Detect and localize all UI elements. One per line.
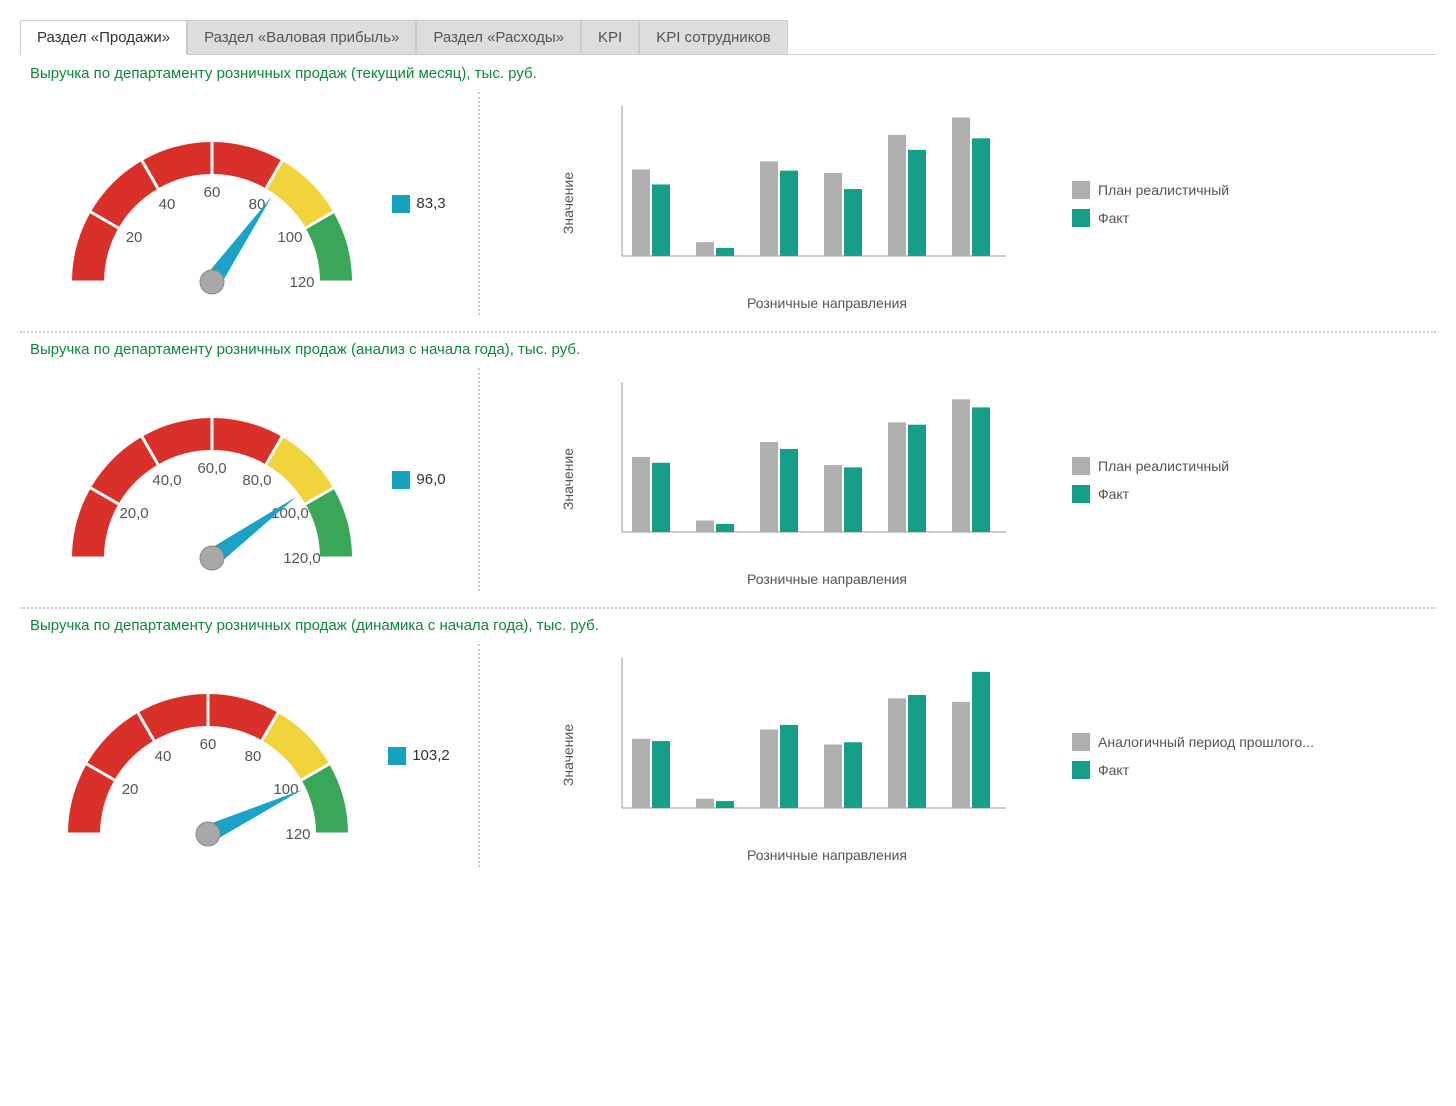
svg-text:100: 100: [278, 229, 303, 246]
gauge-0: 20406080100120: [52, 102, 372, 305]
chart-legend-1: План реалистичный Факт: [1072, 457, 1229, 503]
gauge-panel-0: 2040608010012083,3: [20, 92, 480, 315]
bar-chart-0: [612, 96, 1042, 289]
gauge-panel-1: 20,040,060,080,0100,0120,096,0: [20, 368, 480, 591]
svg-text:100: 100: [274, 781, 299, 798]
section-title-1: Выручка по департаменту розничных продаж…: [30, 341, 1436, 358]
svg-text:20: 20: [122, 781, 139, 798]
gauge-swatch-0: [392, 195, 410, 213]
chart-xlabel-0: Розничные направления: [612, 295, 1042, 311]
gauge-panel-2: 20 40 60 80 100 120 103,2: [20, 644, 480, 867]
svg-text:80: 80: [245, 748, 262, 765]
chart-ylabel-0: Значение: [560, 172, 576, 234]
chart-ylabel-1: Значение: [560, 448, 576, 510]
tab-bar: Раздел «Продажи»Раздел «Валовая прибыль»…: [20, 20, 1436, 55]
legend-swatch-2-1: [1072, 761, 1090, 779]
legend-swatch-1-1: [1072, 485, 1090, 503]
bar-chart-1: [612, 372, 1042, 565]
gauge-value-1: 96,0: [392, 471, 445, 489]
legend-swatch-2-0: [1072, 733, 1090, 751]
svg-text:20: 20: [126, 229, 143, 246]
section-row-2: 20 40 60 80 100 120 103,2 Значение Розничные нап…: [20, 644, 1436, 883]
gauge-value-label-2: 103,2: [412, 747, 450, 764]
section-title-0: Выручка по департаменту розничных продаж…: [30, 65, 1436, 82]
legend-swatch-1-0: [1072, 457, 1090, 475]
svg-text:40,0: 40,0: [153, 472, 182, 489]
legend-label-2-0: Аналогичный период прошлого...: [1098, 734, 1314, 750]
gauge-1: 20,040,060,080,0100,0120,0: [52, 378, 372, 581]
svg-text:120,0: 120,0: [284, 550, 322, 567]
gauge-value-2: 103,2: [388, 747, 450, 765]
svg-text:60: 60: [200, 736, 217, 753]
legend-label-0-0: План реалистичный: [1098, 182, 1229, 198]
section-row-0: 2040608010012083,3ЗначениеРозничные напр…: [20, 92, 1436, 333]
gauge-swatch-2: [388, 747, 406, 765]
svg-text:40: 40: [159, 196, 176, 213]
legend-swatch-0-0: [1072, 181, 1090, 199]
svg-text:60: 60: [204, 184, 221, 201]
gauge-2: 20 40 60 80 100 120: [48, 654, 368, 857]
section-title-2: Выручка по департаменту розничных продаж…: [30, 617, 1436, 634]
chart-legend-0: План реалистичный Факт: [1072, 181, 1229, 227]
bar-chart-2: [612, 648, 1042, 841]
legend-item-0-1: Факт: [1072, 209, 1229, 227]
legend-swatch-0-1: [1072, 209, 1090, 227]
chart-ylabel-2: Значение: [560, 724, 576, 786]
chart-panel-1: Значение Розничные направления План реалис…: [480, 368, 1436, 591]
gauge-value-label-1: 96,0: [416, 471, 445, 488]
chart-panel-2: Значение Розничные направления Аналогичный…: [480, 644, 1436, 867]
svg-text:40: 40: [155, 748, 172, 765]
legend-label-1-0: План реалистичный: [1098, 458, 1229, 474]
svg-text:80,0: 80,0: [243, 472, 272, 489]
chart-xlabel-2: Розничные направления: [612, 847, 1042, 863]
tab-3[interactable]: KPI: [581, 20, 639, 54]
chart-panel-0: Значение Розничные направления План реалис…: [480, 92, 1436, 315]
legend-label-2-1: Факт: [1098, 762, 1129, 778]
chart-legend-2: Аналогичный период прошлого... Факт: [1072, 733, 1314, 779]
legend-label-0-1: Факт: [1098, 210, 1129, 226]
legend-item-1-0: План реалистичный: [1072, 457, 1229, 475]
svg-text:60,0: 60,0: [198, 460, 227, 477]
svg-text:20,0: 20,0: [120, 505, 149, 522]
section-row-1: 20,040,060,080,0100,0120,096,0ЗначениеРо…: [20, 368, 1436, 609]
chart-xlabel-1: Розничные направления: [612, 571, 1042, 587]
gauge-value-label-0: 83,3: [416, 195, 445, 212]
tab-4[interactable]: KPI сотрудников: [639, 20, 788, 54]
svg-text:120: 120: [286, 826, 311, 843]
legend-item-2-0: Аналогичный период прошлого...: [1072, 733, 1314, 751]
gauge-value-0: 83,3: [392, 195, 445, 213]
legend-item-2-1: Факт: [1072, 761, 1314, 779]
svg-text:120: 120: [290, 274, 315, 291]
legend-label-1-1: Факт: [1098, 486, 1129, 502]
tab-2[interactable]: Раздел «Расходы»: [416, 20, 581, 54]
tab-0[interactable]: Раздел «Продажи»: [20, 20, 187, 55]
tab-1[interactable]: Раздел «Валовая прибыль»: [187, 20, 416, 54]
gauge-swatch-1: [392, 471, 410, 489]
legend-item-0-0: План реалистичный: [1072, 181, 1229, 199]
legend-item-1-1: Факт: [1072, 485, 1229, 503]
